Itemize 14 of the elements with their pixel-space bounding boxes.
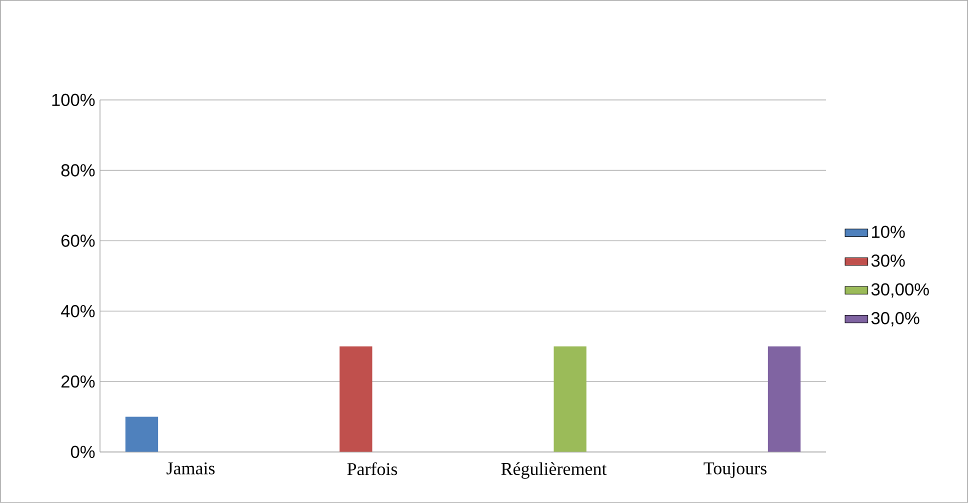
y-tick-label: 80% <box>61 164 95 176</box>
x-tick-label: Régulièrement <box>501 462 607 479</box>
y-tick-label: 100% <box>52 94 95 106</box>
x-tick-label: Toujours <box>704 462 766 478</box>
legend-label: 10% <box>872 226 905 238</box>
y-tick-label: 60% <box>61 234 95 247</box>
x-tick-label: Jamais <box>166 462 215 474</box>
y-tick-label: 20% <box>61 375 95 388</box>
y-tick-label: 0% <box>70 446 95 458</box>
legend-label: 30% <box>871 254 905 267</box>
y-tick-label: 40% <box>61 305 95 318</box>
legend-label: 30,0% <box>871 312 920 326</box>
x-tick-label: Parfois <box>347 462 398 476</box>
legend-label: 30,00% <box>871 283 929 298</box>
